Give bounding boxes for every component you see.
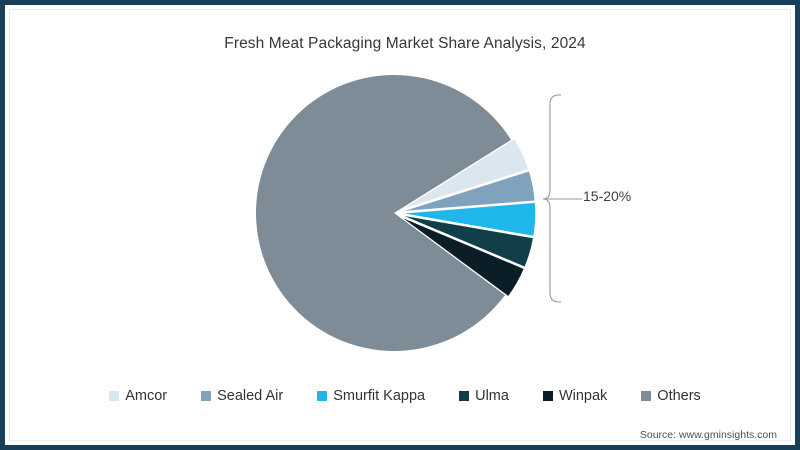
legend-item-label: Amcor [125, 388, 168, 404]
legend-item-winpak[interactable]: Winpak [542, 388, 608, 404]
legend-swatch-icon [201, 391, 212, 401]
legend-item-amcor[interactable]: Amcor [109, 388, 167, 404]
legend-item-ulma[interactable]: Ulma [459, 388, 509, 404]
legend-swatch-icon [109, 391, 120, 401]
legend-swatch-icon [542, 391, 553, 401]
pie-slice-sealed-air[interactable] [397, 169, 537, 214]
pie-slice-group [256, 75, 537, 352]
chart-legend: Amcor Sealed Air Smurfit Kappa Ulma Winpak Ot… [5, 388, 795, 404]
pie-slice-smurfit-kappa[interactable] [397, 201, 537, 238]
range-bracket [542, 94, 582, 303]
bracket-range-label: 15-20% [583, 188, 632, 204]
pie-slice-others[interactable] [256, 75, 512, 352]
pie-slice-winpak[interactable] [397, 214, 526, 299]
source-attribution: Source: www.gminsights.com [639, 429, 777, 441]
pie-slice-ulma[interactable] [397, 213, 535, 269]
legend-item-label: Smurfit Kappa [333, 388, 426, 404]
legend-swatch-icon [641, 391, 652, 401]
legend-swatch-icon [459, 391, 470, 401]
legend-item-label: Winpak [558, 388, 608, 404]
legend-item-smurfit-kappa[interactable]: Smurfit Kappa [317, 388, 425, 404]
legend-item-label: Sealed Air [217, 388, 284, 404]
pie-chart-svg [256, 75, 582, 352]
legend-item-sealed-air[interactable]: Sealed Air [201, 388, 283, 404]
legend-item-label: Others [657, 388, 701, 404]
pie-chart-area: 15-20% [5, 5, 795, 445]
legend-item-label: Ulma [475, 388, 509, 404]
legend-item-others[interactable]: Others [641, 388, 701, 404]
chart-title: Fresh Meat Packaging Market Share Analys… [224, 35, 586, 52]
legend-swatch-icon [317, 391, 328, 401]
pie-slice-amcor[interactable] [397, 137, 531, 213]
